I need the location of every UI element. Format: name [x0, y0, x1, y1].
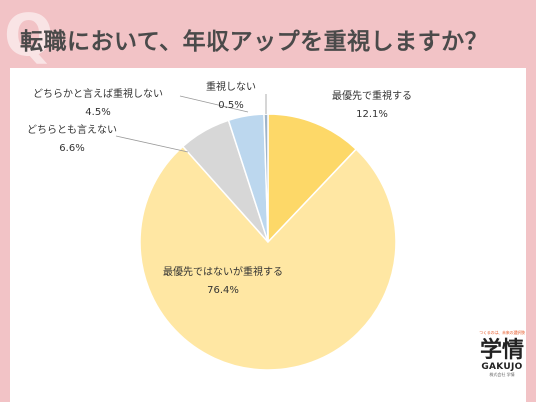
slice-value-5: 0.5% [218, 100, 243, 111]
slice-label-1: 最優先で重視する [332, 89, 412, 102]
pie-slices [139, 113, 397, 371]
logo-tagline: つくるのは、未来の選択肢 [479, 330, 525, 335]
slice-label-5: 重視しない [206, 80, 256, 93]
logo-sub: 株式会社 学情 [489, 372, 515, 377]
slice-value-4: 4.5% [85, 107, 110, 118]
leader-lines [115, 94, 267, 153]
pie-chart: 最優先で重視する 12.1% 最優先ではないが重視する 76.4% どちらとも言えない 6… [27, 80, 412, 371]
slice-value-1: 12.1% [356, 109, 388, 120]
leader-line-3 [115, 135, 189, 153]
slice-label-2: 最優先ではないが重視する [163, 265, 283, 278]
slice-label-3: どちらとも言えない [27, 123, 117, 136]
leader-line-4 [179, 95, 249, 113]
pie-slice-1 [267, 113, 358, 244]
slice-value-2: 76.4% [207, 285, 239, 296]
page-title: 転職において、年収アップを重視しますか？ [20, 29, 489, 55]
q-watermark: Q [4, 1, 54, 69]
pie-slice-2 [139, 145, 397, 371]
gakujo-logo: つくるのは、未来の選択肢 学情 GAKUJO 株式会社 学情 [478, 330, 526, 396]
chart-panel: 最優先で重視する 12.1% 最優先ではないが重視する 76.4% どちらとも言えない 6… [10, 68, 526, 402]
logo-english: GAKUJO [481, 362, 523, 372]
slice-label-4: どちらかと言えば重視しない [33, 87, 163, 100]
slice-labels: 最優先で重視する 12.1% 最優先ではないが重視する 76.4% どちらとも言えない 6… [27, 80, 412, 296]
slice-value-3: 6.6% [59, 143, 84, 154]
logo-mark: 学情 [479, 337, 524, 363]
pie-slice-5 [263, 113, 269, 243]
